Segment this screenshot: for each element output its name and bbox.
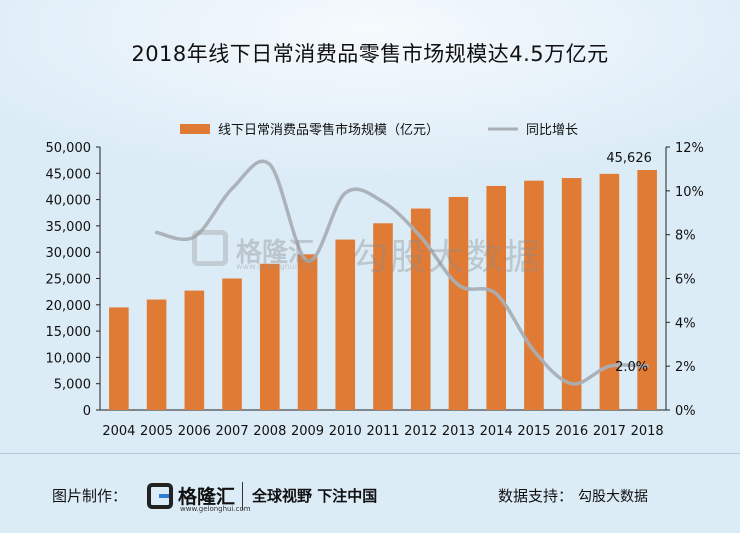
x-tick-label: 2012 <box>404 424 437 439</box>
chart-title: 2018年线下日常消费品零售市场规模达4.5万亿元 <box>131 42 609 66</box>
last-bar-value-label: 45,626 <box>606 151 652 166</box>
footer: 图片制作： 格隆汇 www.gelonghui.com 全球视野 下注中国 数据… <box>0 455 740 533</box>
right-tick-label: 6% <box>675 273 696 288</box>
legend-line-label: 同比增长 <box>526 123 578 138</box>
bar <box>373 223 393 410</box>
bar <box>146 299 167 410</box>
x-tick-label: 2010 <box>329 424 362 439</box>
combo-chart: 线下日常消费品零售市场规模（亿元） 同比增长 0 5,000 10,000 15,00… <box>46 122 704 439</box>
left-tick-label: 50,000 <box>46 141 92 156</box>
bar <box>561 178 582 410</box>
watermark-source: 勾股大数据 <box>352 237 543 278</box>
bar <box>259 263 280 410</box>
bar-series <box>109 170 657 410</box>
footer-separator <box>242 482 243 510</box>
last-growth-value-label: 2.0% <box>615 360 648 375</box>
data-support-label: 数据支持： <box>498 487 574 505</box>
legend: 线下日常消费品零售市场规模（亿元） 同比增长 <box>180 122 578 138</box>
watermark-brand: 格隆汇 <box>236 238 315 268</box>
bar <box>524 180 544 410</box>
x-tick-label: 2015 <box>517 424 550 439</box>
left-tick-label: 25,000 <box>46 273 92 288</box>
left-tick-label: 40,000 <box>46 194 92 209</box>
x-tick-label: 2006 <box>178 424 211 439</box>
slogan: 全球视野 下注中国 <box>252 487 378 505</box>
x-tick-label: 2017 <box>593 424 626 439</box>
left-tick-label: 45,000 <box>46 167 92 182</box>
x-tick-label: 2018 <box>631 424 664 439</box>
data-support-name: 勾股大数据 <box>578 489 648 505</box>
right-tick-label: 10% <box>675 185 704 200</box>
bar <box>184 290 205 410</box>
right-tick-label: 4% <box>675 316 696 331</box>
bar <box>222 278 242 410</box>
watermark-logo-icon <box>192 230 228 266</box>
credit-label: 图片制作： <box>52 487 128 505</box>
left-tick-label: 5,000 <box>54 378 91 393</box>
logo-name: 格隆汇 <box>178 486 236 508</box>
right-tick-label: 12% <box>675 141 704 156</box>
left-tick-label: 10,000 <box>46 351 92 366</box>
footer-divider <box>0 453 740 454</box>
bar <box>335 239 356 410</box>
left-tick-label: 0 <box>83 404 91 419</box>
right-tick-label: 2% <box>675 360 696 375</box>
x-tick-label: 2007 <box>216 424 249 439</box>
bar <box>410 208 431 410</box>
bar <box>486 185 507 410</box>
bar <box>297 254 318 410</box>
bar <box>599 173 620 410</box>
data-labels: 45,626 2.0% <box>606 151 652 375</box>
left-tick-label: 30,000 <box>46 246 92 261</box>
bar <box>448 196 469 410</box>
logo-url: www.gelonghui.com <box>180 505 251 513</box>
right-tick-label: 8% <box>675 229 696 244</box>
left-tick-label: 15,000 <box>46 325 92 340</box>
left-tick-label: 35,000 <box>46 220 92 235</box>
watermark: 格隆汇 www.gelonghui.com 勾股大数据 <box>192 226 612 278</box>
x-tick-label: 2014 <box>480 424 513 439</box>
x-tick-label: 2009 <box>291 424 324 439</box>
left-tick-label: 20,000 <box>46 299 92 314</box>
legend-bar-label: 线下日常消费品零售市场规模（亿元） <box>218 122 439 138</box>
gelonghui-logo-icon <box>147 483 173 509</box>
x-tick-label: 2011 <box>366 424 399 439</box>
x-tick-label: 2008 <box>253 424 286 439</box>
x-tick-label: 2016 <box>555 424 588 439</box>
bar <box>109 307 129 410</box>
watermark-url: www.gelonghui.com <box>236 262 317 271</box>
bar <box>637 170 657 410</box>
right-tick-label: 0% <box>675 404 696 419</box>
x-tick-label: 2005 <box>140 424 173 439</box>
x-tick-label: 2013 <box>442 424 475 439</box>
growth-line-series <box>154 159 649 386</box>
growth-line <box>154 159 649 386</box>
legend-bar-swatch <box>180 124 210 134</box>
x-tick-label: 2004 <box>102 424 135 439</box>
